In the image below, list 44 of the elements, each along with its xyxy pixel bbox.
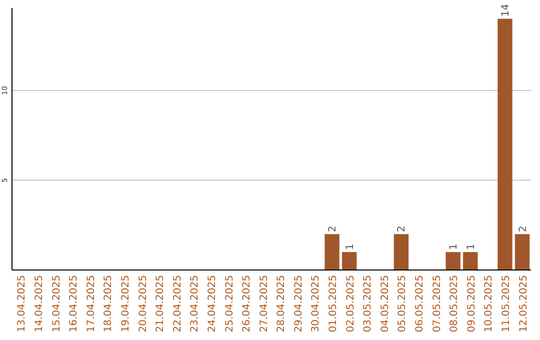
x-tick-label: 04.05.2025 <box>380 275 391 332</box>
data-label: 1 <box>466 244 477 250</box>
data-label: 2 <box>328 226 339 232</box>
x-tick-label: 30.04.2025 <box>310 275 322 332</box>
data-label: 2 <box>518 226 529 232</box>
data-label: 1 <box>448 244 460 250</box>
x-tick-label: 25.04.2025 <box>224 275 236 332</box>
x-tick-label: 23.04.2025 <box>190 275 201 332</box>
x-tick-label: 17.04.2025 <box>86 275 97 332</box>
x-tick-label: 01.05.2025 <box>328 275 340 332</box>
x-tick-label: 14.04.2025 <box>34 275 46 332</box>
bar <box>463 252 478 270</box>
x-tick-label: 19.04.2025 <box>120 275 132 332</box>
x-tick-label: 09.05.2025 <box>466 275 478 332</box>
x-tick-label: 27.04.2025 <box>258 275 270 332</box>
x-tick-label: 21.04.2025 <box>155 275 166 332</box>
x-tick-label: 11.05.2025 <box>500 275 512 332</box>
x-tick-label: 08.05.2025 <box>449 275 460 332</box>
bar <box>342 252 357 270</box>
x-tick-label: 05.05.2025 <box>397 275 408 332</box>
x-tick-label: 15.04.2025 <box>51 275 62 332</box>
x-tick-label: 16.04.2025 <box>68 275 80 332</box>
x-tick-label: 29.04.2025 <box>293 275 304 332</box>
data-label: 1 <box>344 244 356 250</box>
x-tick-label: 28.04.2025 <box>276 275 288 332</box>
bar <box>514 234 530 270</box>
x-tick-label: 07.05.2025 <box>432 275 443 332</box>
bar <box>324 234 340 270</box>
data-label: 2 <box>396 226 408 232</box>
x-tick-label: 18.04.2025 <box>103 275 114 332</box>
x-tick-label: 22.04.2025 <box>172 275 184 332</box>
x-tick-label: 12.05.2025 <box>518 275 530 332</box>
x-tick-label: 26.04.2025 <box>242 275 253 332</box>
x-tick-label: 13.04.2025 <box>16 275 28 332</box>
x-tick-label: 02.05.2025 <box>345 275 356 332</box>
x-tick-label: 03.05.2025 <box>362 275 374 332</box>
x-tick-label: 10.05.2025 <box>484 275 495 332</box>
x-tick-label: 24.04.2025 <box>206 275 218 332</box>
x-tick-label: 06.05.2025 <box>414 275 426 332</box>
x-tick-label: 20.04.2025 <box>138 275 149 332</box>
bar <box>446 252 460 270</box>
bar <box>394 234 409 270</box>
data-label: 14 <box>500 4 512 17</box>
bar <box>498 18 512 270</box>
